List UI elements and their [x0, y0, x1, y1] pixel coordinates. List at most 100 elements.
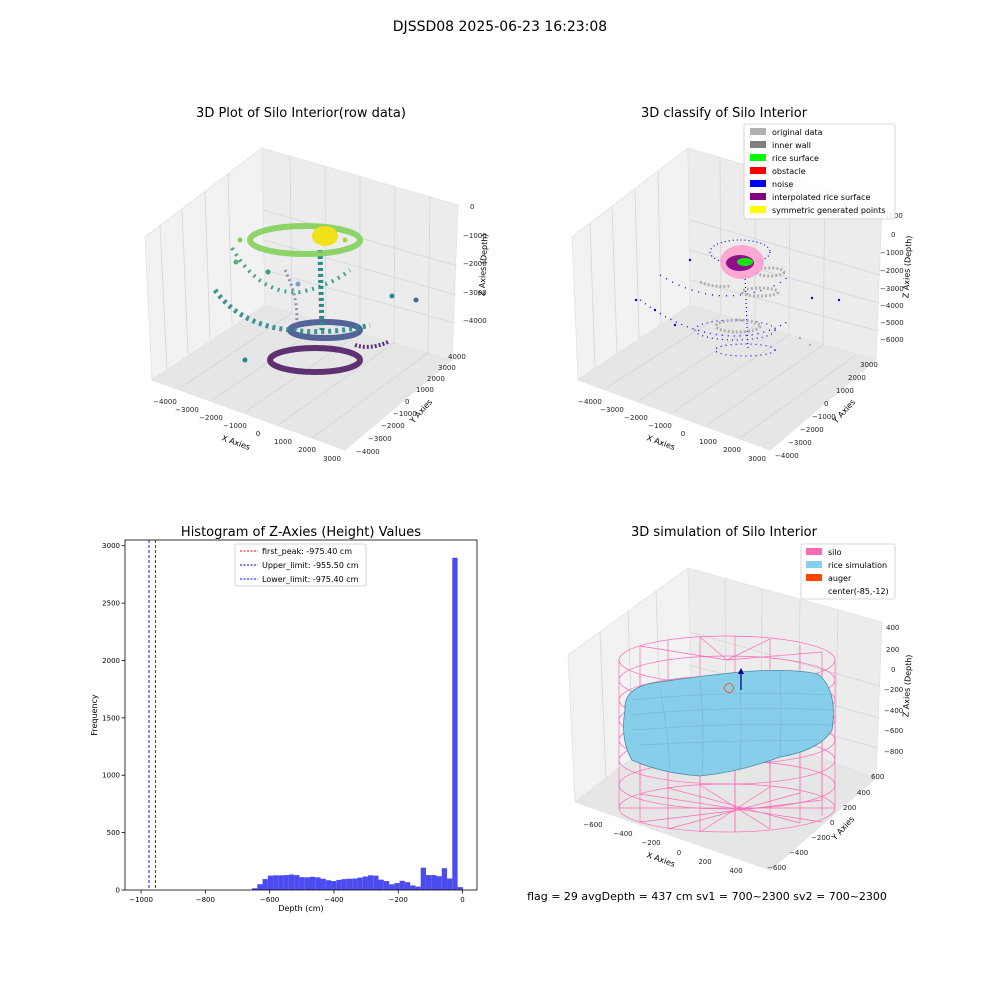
histogram-bar	[357, 877, 363, 890]
raw-y-tick: 1000	[416, 386, 434, 394]
histogram-bar	[352, 878, 358, 890]
panel-raw-title: 3D Plot of Silo Interior(row data)	[196, 106, 406, 121]
status-footer: flag = 29 avgDepth = 437 cm sv1 = 700~23…	[527, 890, 887, 903]
histogram-bar	[436, 876, 442, 890]
panel-classify-title: 3D classify of Silo Interior	[641, 106, 808, 121]
histogram-y-tick-label: 3000	[102, 542, 120, 550]
raw-y-tick: −1000	[393, 410, 417, 418]
classify-z-tick: 0	[891, 231, 895, 239]
raw-y-tick: −3000	[368, 435, 392, 443]
histogram-bar	[336, 879, 342, 890]
simulation-y-tick: 600	[871, 773, 884, 781]
classify-y-tick: 1000	[836, 387, 854, 395]
legend-swatch-noise	[750, 180, 766, 187]
classify-z-axis-label: Z Axies (Depth)	[901, 235, 913, 298]
classify-scatter-points	[634, 239, 841, 357]
histogram-x-tick-label: −1000	[129, 896, 153, 904]
histogram-bar	[394, 883, 400, 890]
histogram-bar	[452, 557, 458, 890]
histogram-x-tick-label: −200	[389, 896, 408, 904]
histogram-bar	[399, 880, 405, 890]
raw-scatter-points	[212, 223, 419, 375]
classify-z-tick: −5000	[880, 319, 904, 327]
classify-y-tick: 3000	[860, 361, 878, 369]
histogram-y-tick-label: 1500	[102, 714, 120, 722]
legend-label-center: center(-85,-12)	[828, 587, 889, 596]
simulation-x-tick: 200	[698, 858, 711, 866]
simulation-x-axis-label: X Axies	[645, 850, 676, 869]
legend-label-original: original data	[772, 128, 823, 137]
raw-x-tick: 0	[256, 430, 260, 438]
histogram-bar	[383, 881, 390, 890]
histogram-y-tick-label: 2500	[102, 600, 120, 608]
histogram-legend-frame	[234, 543, 367, 587]
simulation-y-tick: −200	[811, 834, 830, 842]
histogram-bar	[457, 887, 463, 890]
histogram-y-axis-label: Frequency	[90, 694, 99, 736]
histogram-bar	[267, 875, 274, 890]
raw-x-tick: 2000	[298, 446, 316, 454]
histogram-bar	[447, 878, 453, 890]
simulation-z-tick: 200	[886, 646, 899, 654]
histogram-bar	[404, 882, 411, 890]
raw-x-tick: 1000	[274, 438, 292, 446]
raw-z-tick: −4000	[463, 317, 487, 325]
raw-y-tick: −4000	[356, 448, 380, 456]
classify-x-tick: 0	[681, 430, 685, 438]
simulation-z-tick: 0	[891, 666, 895, 674]
histogram-x-tick-label: −400	[324, 896, 343, 904]
histogram-bar	[288, 874, 295, 890]
classify-legend: original data inner wall rice surface ob…	[743, 123, 896, 220]
simulation-z-tick: −800	[884, 748, 903, 756]
histogram-bar	[262, 879, 268, 890]
histogram-bar	[325, 880, 332, 890]
legend-label-interpolated: interpolated rice surface	[772, 193, 870, 202]
histogram-bar	[257, 884, 263, 890]
histogram-bar	[346, 878, 353, 890]
histogram-bar	[362, 876, 368, 890]
raw-y-tick: 4000	[448, 353, 466, 361]
classify-legend-frame	[743, 123, 896, 220]
legend-label-upper-limit: Upper_limit: -955.50 cm	[262, 561, 359, 570]
classify-x-tick: 1000	[699, 438, 717, 446]
classify-y-axis-label: Y Axies	[830, 398, 857, 426]
legend-swatch-original	[750, 128, 766, 135]
classify-x-tick: 3000	[748, 455, 766, 463]
raw-x-tick: −3000	[175, 406, 199, 414]
classify-x-tick: 2000	[723, 446, 741, 454]
histogram-bar	[431, 875, 437, 890]
simulation-legend: silo rice simulation auger center(-85,-1…	[800, 543, 896, 600]
raw-3d-box	[144, 147, 459, 451]
classify-z-tick: −1000	[880, 249, 904, 257]
legend-label-symmetric: symmetric generated points	[772, 206, 885, 215]
histogram-bar	[304, 877, 310, 890]
legend-label-inner-wall: inner wall	[772, 141, 811, 150]
simulation-title: 3D simulation of Silo Interior	[631, 525, 818, 540]
legend-swatch-rice	[806, 561, 822, 568]
histogram-bar	[309, 876, 316, 890]
raw-z-axis-label: Z Axies (Depth)	[477, 233, 489, 296]
simulation-z-tick: −200	[884, 686, 903, 694]
simulation-z-axis-label: Z Axies (Depth)	[901, 654, 913, 717]
classify-y-tick: −3000	[788, 439, 812, 447]
classify-y-tick: 2000	[848, 374, 866, 382]
histogram-reference-lines	[148, 540, 156, 890]
legend-label-lower-limit: Lower_limit: -975.40 cm	[262, 575, 359, 584]
classify-y-tick: −1000	[812, 413, 836, 421]
simulation-y-tick: −600	[767, 864, 786, 872]
histogram-x-axis-label: Depth (cm)	[278, 904, 323, 913]
simulation-legend-frame	[800, 543, 896, 600]
panel-histogram: Histogram of Z-Axies (Height) Values −10…	[90, 525, 478, 913]
histogram-bar	[373, 875, 379, 890]
classify-z-tick: −3000	[880, 285, 904, 293]
simulation-y-tick: 200	[843, 804, 856, 812]
histogram-bar	[273, 875, 279, 890]
raw-y-tick: 0	[405, 398, 409, 406]
panel-simulation-3d: 3D simulation of Silo Interior	[567, 525, 914, 875]
simulation-y-tick: 400	[857, 789, 870, 797]
histogram-x-ticks: −1000 −800 −600 −400 −200 0	[129, 890, 465, 904]
classify-y-tick: −4000	[775, 452, 799, 460]
legend-swatch-symmetric	[750, 206, 766, 213]
raw-z-tick: −1000	[463, 232, 487, 240]
auger-marker	[724, 668, 744, 693]
